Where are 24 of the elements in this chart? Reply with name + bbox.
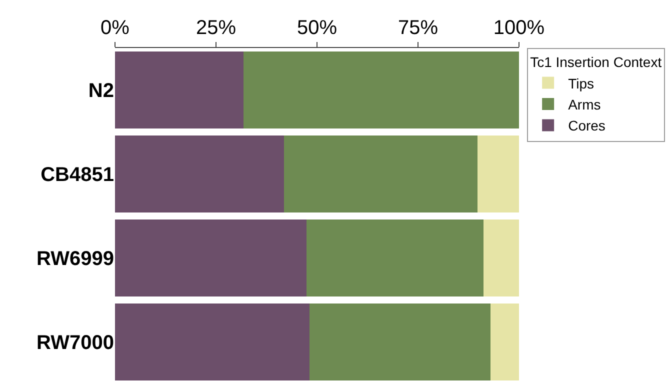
bar (115, 51, 244, 129)
x-tick-label: 75% (398, 17, 438, 39)
x-tick-label: 0% (100, 17, 130, 39)
bar (115, 303, 310, 381)
y-tick-label: RW6999 (36, 248, 114, 270)
y-tick-label: RW7000 (36, 332, 114, 354)
bar (284, 135, 478, 213)
bar (115, 219, 306, 297)
bar (477, 135, 519, 213)
bar (306, 219, 484, 297)
x-tick-label: 100% (493, 17, 545, 39)
bar (310, 303, 490, 381)
legend-label: Tips (568, 75, 594, 92)
y-tick-label: N2 (88, 80, 114, 102)
bar (490, 303, 519, 381)
legend-label: Arms (568, 96, 601, 112)
bar (483, 219, 519, 297)
legend-title: Tc1 Insertion Context (530, 54, 662, 70)
y-tick-label: CB4851 (40, 164, 114, 186)
x-tick-label: 25% (196, 17, 236, 39)
bar (115, 135, 284, 213)
x-tick-label: 50% (296, 17, 338, 39)
bar (243, 51, 519, 129)
legend-label: Cores (568, 118, 606, 134)
